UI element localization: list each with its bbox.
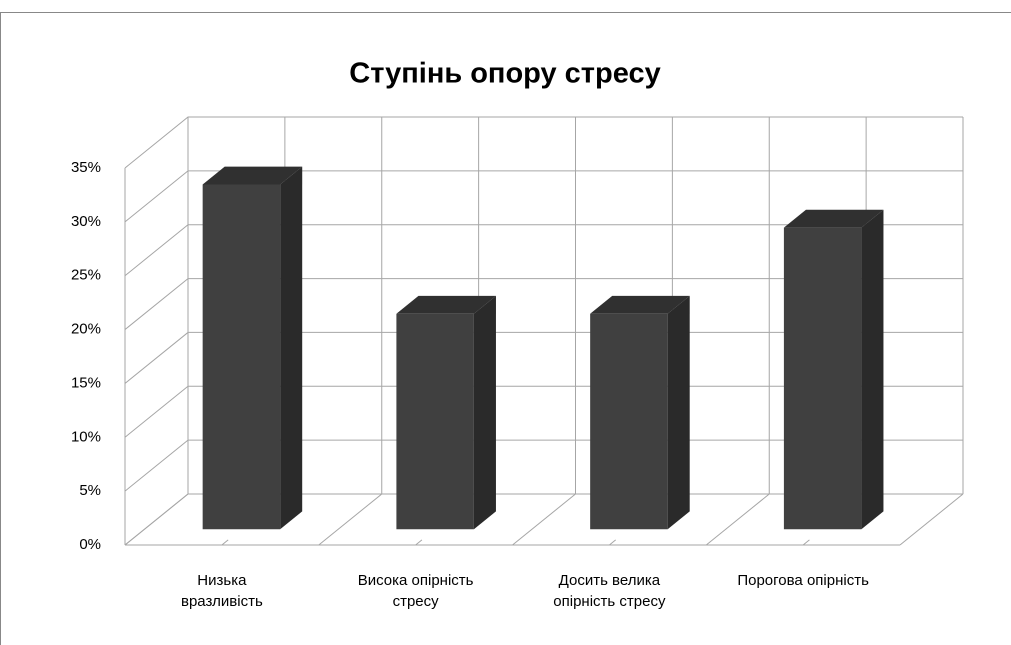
x-tick-label: Досить велика опірність стресу (553, 572, 666, 610)
y-tick-label: 25% (71, 267, 101, 284)
x-tick-label: Висока опірність стресу (357, 572, 474, 610)
bar (783, 227, 862, 530)
floor-line (705, 493, 770, 546)
y-tick-label: 0% (79, 536, 101, 553)
x-tick-label: Низька вразливість (180, 572, 263, 610)
floor-line (899, 493, 964, 546)
bar-side (861, 209, 884, 530)
floor-line (318, 493, 383, 546)
tick-line (415, 539, 423, 546)
y-tick-label: 10% (71, 428, 101, 445)
floor-line (124, 493, 189, 546)
tick-line (802, 539, 810, 546)
x-tick-label: Порогова опірність (737, 572, 869, 589)
y-tick-label: 5% (79, 482, 101, 499)
chart-title: Ступінь опору стресу (349, 58, 660, 90)
bar-top (783, 209, 884, 228)
y-tick-label: 30% (71, 213, 101, 230)
bar-top (202, 166, 303, 185)
y-tick-label: 15% (71, 374, 101, 391)
bar (396, 313, 474, 530)
bar-top (396, 295, 496, 314)
bar-top (590, 295, 690, 314)
bar-side (667, 295, 690, 530)
tick-line (609, 539, 616, 546)
bar-side (280, 166, 303, 530)
y-tick-label: 20% (71, 321, 101, 338)
y-tick-label: 35% (71, 159, 101, 176)
bar (202, 184, 281, 530)
bar (590, 313, 668, 530)
tick-line (221, 539, 229, 546)
floor-line (512, 493, 576, 546)
bar-side (473, 295, 496, 530)
